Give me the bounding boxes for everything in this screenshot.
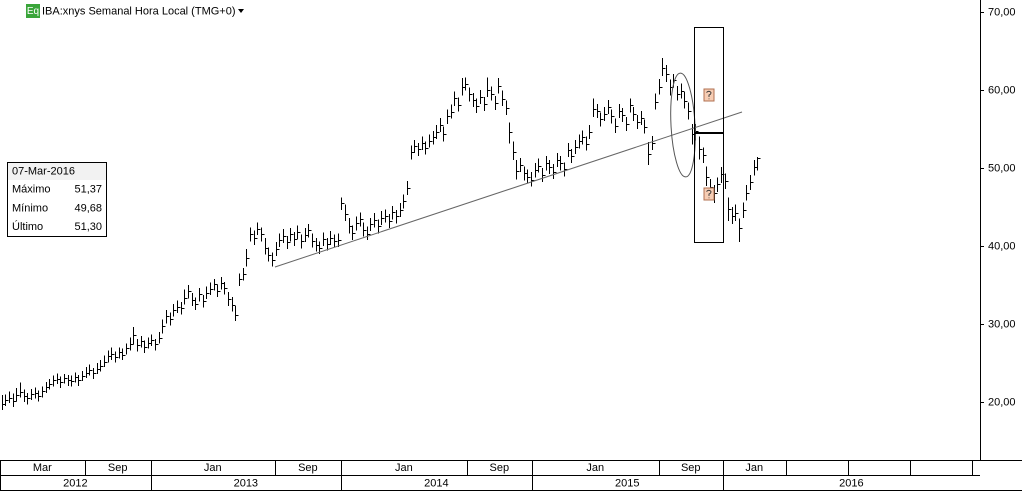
- year-label: 2016: [839, 477, 863, 489]
- y-tick-label: 30,00: [988, 318, 1016, 330]
- month-label: Mar: [33, 462, 52, 474]
- badge: Eq: [27, 6, 39, 17]
- y-tick-label: 70,00: [988, 6, 1016, 18]
- month-label: Sep: [298, 462, 318, 474]
- month-label: Sep: [490, 462, 510, 474]
- info-name: Mínimo: [12, 202, 48, 214]
- month-label: Jan: [745, 462, 763, 474]
- chart-title[interactable]: IBA:xnys Semanal Hora Local (TMG+0): [42, 5, 236, 17]
- y-tick-label: 60,00: [988, 84, 1016, 96]
- month-label: Jan: [204, 462, 222, 474]
- info-value: 49,68: [74, 202, 102, 214]
- year-label: 2014: [424, 477, 448, 489]
- month-label: Sep: [681, 462, 701, 474]
- badge-bg: [26, 4, 40, 18]
- box-annotation[interactable]: [694, 27, 724, 133]
- month-label: Jan: [395, 462, 413, 474]
- info-date: 07-Mar-2016: [12, 165, 75, 177]
- marks: [2, 57, 761, 411]
- box-annotation[interactable]: [694, 133, 724, 243]
- info-name: Último: [12, 220, 43, 233]
- year-label: 2015: [615, 477, 639, 489]
- trend-line[interactable]: [274, 111, 743, 268]
- year-label: 2012: [63, 477, 87, 489]
- y-tick-label: 20,00: [988, 396, 1016, 408]
- info-value: 51,30: [74, 221, 102, 233]
- y-tick-label: 50,00: [988, 162, 1016, 174]
- info-value: 51,37: [74, 183, 102, 195]
- y-tick-label: 40,00: [988, 240, 1016, 252]
- month-label: Sep: [108, 462, 128, 474]
- info-box: 07-Mar-2016 Máximo 51,37 Mínimo 49,68 Úl…: [7, 162, 107, 237]
- info-name: Máximo: [12, 183, 51, 195]
- dropdown-arrow[interactable]: [238, 9, 244, 13]
- year-label: 2013: [234, 477, 258, 489]
- info-box-header: [8, 163, 106, 180]
- question-glyph: [706, 189, 712, 199]
- month-label: Jan: [586, 462, 604, 474]
- question-glyph: [706, 90, 712, 100]
